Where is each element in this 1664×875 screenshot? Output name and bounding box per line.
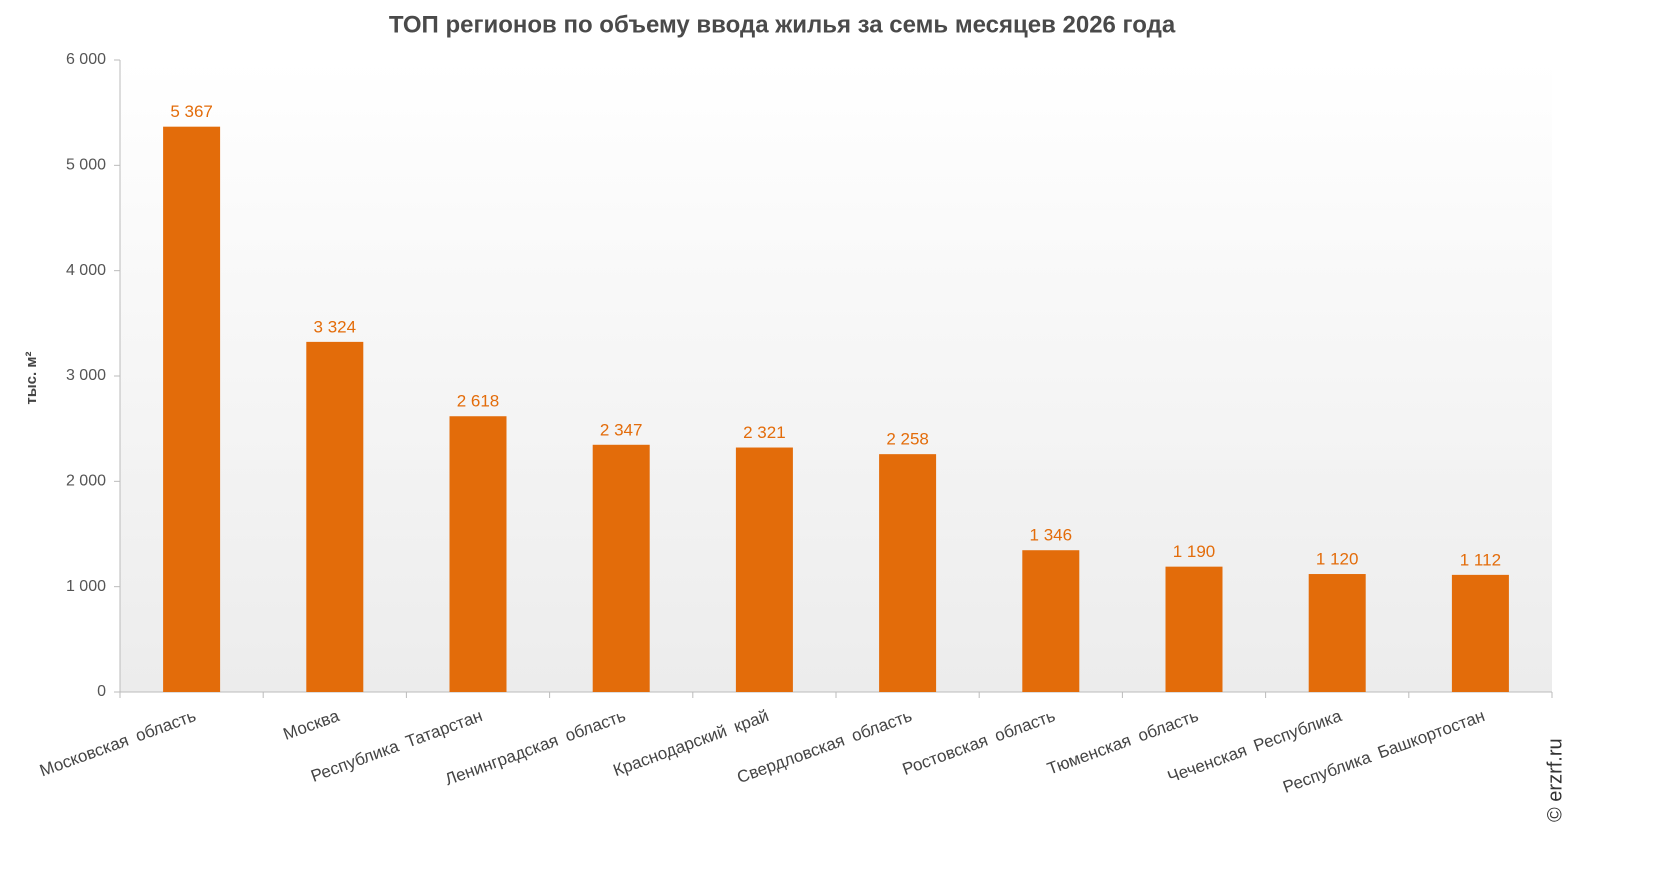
value-label: 1 120	[1316, 550, 1359, 569]
bar	[735, 447, 793, 692]
y-axis-label: тыс. м²	[23, 352, 40, 405]
bar	[1308, 574, 1366, 692]
y-tick-label: 5 000	[66, 157, 106, 174]
bar	[306, 341, 364, 692]
y-tick-label: 4 000	[66, 262, 106, 279]
value-label: 2 321	[743, 423, 786, 442]
value-label: 2 618	[457, 392, 500, 411]
y-tick-label: 1 000	[66, 578, 106, 595]
bar	[449, 416, 507, 692]
source: © erzrf.ru	[1544, 738, 1566, 822]
y-tick-label: 6 000	[66, 51, 106, 68]
bar	[879, 454, 937, 692]
value-label: 2 347	[600, 420, 643, 439]
value-label: 2 258	[886, 430, 929, 449]
value-label: 1 346	[1030, 526, 1073, 545]
value-label: 1 190	[1173, 542, 1216, 561]
bar	[1022, 550, 1080, 692]
x-tick-label: Москва	[281, 706, 343, 744]
y-tick-label: 2 000	[66, 473, 106, 490]
value-label: 3 324	[314, 317, 357, 336]
bar	[1451, 574, 1509, 692]
value-label: 5 367	[170, 102, 213, 121]
bar	[1165, 566, 1223, 692]
bar	[163, 126, 221, 692]
value-label: 1 112	[1460, 550, 1501, 569]
x-tick-label: Московская область	[37, 706, 199, 780]
chart-title: ТОП регионов по объему ввода жилья за се…	[389, 11, 1176, 38]
y-tick-label: 0	[97, 683, 106, 700]
x-tick-label: Ростовская область	[900, 706, 1058, 779]
y-tick-label: 3 000	[66, 367, 106, 384]
bar	[592, 444, 650, 692]
